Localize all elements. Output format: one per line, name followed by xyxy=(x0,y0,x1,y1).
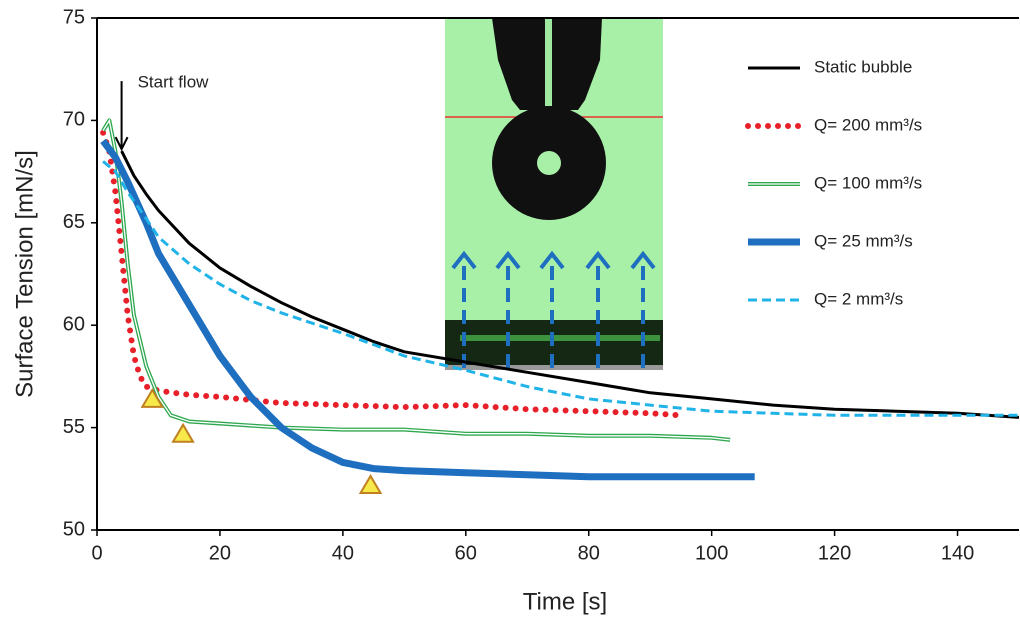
legend-label: Q= 2 mm³/s xyxy=(814,289,903,308)
marker-triangle xyxy=(171,422,195,443)
x-tick-label: 80 xyxy=(578,542,600,564)
x-tick-label: 140 xyxy=(941,542,974,564)
x-tick-label: 20 xyxy=(209,542,231,564)
y-tick-label: 60 xyxy=(63,313,85,335)
x-tick-label: 60 xyxy=(455,542,477,564)
x-tick-label: 40 xyxy=(332,542,354,564)
y-tick-label: 70 xyxy=(63,109,85,131)
x-tick-label: 0 xyxy=(91,542,102,564)
y-tick-label: 50 xyxy=(63,518,85,540)
series-line xyxy=(100,129,684,419)
series-line xyxy=(120,150,1020,419)
x-tick-label: 100 xyxy=(695,542,728,564)
marker-triangle xyxy=(140,387,165,408)
marker-triangle xyxy=(358,473,383,494)
y-axis-title: Surface Tension [mN/s] xyxy=(11,150,38,398)
y-tick-label: 65 xyxy=(63,211,85,233)
legend-label: Q= 100 mm³/s xyxy=(814,173,922,192)
y-tick-label: 55 xyxy=(63,416,85,438)
legend-label: Q= 200 mm³/s xyxy=(814,115,922,134)
series-line xyxy=(100,138,755,481)
x-tick-label: 120 xyxy=(818,542,851,564)
series-line-inner xyxy=(102,118,731,441)
inset-photo xyxy=(445,18,663,370)
y-tick-label: 75 xyxy=(63,6,85,28)
legend-label: Static bubble xyxy=(814,57,912,76)
x-axis-title: Time [s] xyxy=(523,588,607,615)
annotation-arrowhead xyxy=(114,136,129,152)
legend-label: Q= 25 mm³/s xyxy=(814,231,913,250)
annotation-text: Start flow xyxy=(138,73,210,92)
series-line xyxy=(102,160,1019,417)
